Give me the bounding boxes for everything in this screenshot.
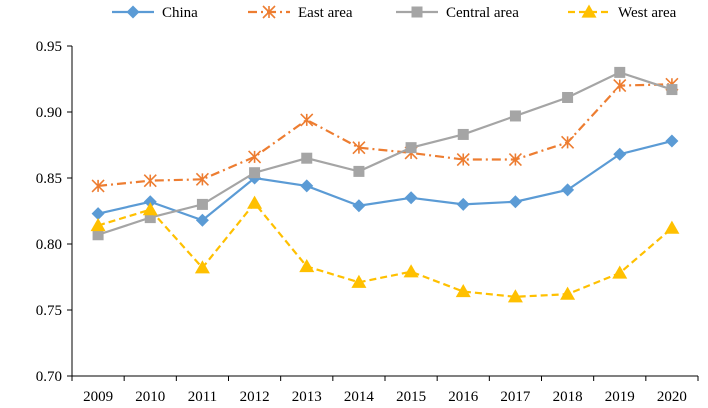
data-point (90, 218, 106, 232)
data-point (249, 167, 261, 179)
x-tick-label: 2017 (500, 389, 531, 405)
data-point (405, 142, 417, 154)
x-tick-label: 2018 (553, 389, 583, 405)
data-point (300, 113, 314, 127)
data-point (456, 152, 470, 167)
data-point (247, 195, 263, 209)
series-line (97, 71, 673, 236)
data-point (560, 286, 576, 300)
data-point (614, 66, 626, 78)
data-point (352, 199, 366, 213)
data-point (456, 197, 470, 211)
legend-label: China (162, 5, 198, 21)
data-point (196, 198, 208, 210)
data-point (561, 135, 575, 149)
data-point (612, 265, 628, 279)
data-point (613, 79, 627, 93)
y-axis-ticks: 0.70 0.75 0.80 0.85 0.90 0.95 (36, 39, 72, 385)
data-point (144, 212, 156, 224)
y-tick-label: 0.90 (36, 105, 62, 121)
x-tick-label: 2010 (135, 389, 165, 405)
data-point (353, 165, 365, 177)
legend-label: West area (618, 5, 677, 21)
legend-item: West area (568, 4, 677, 21)
axes (71, 46, 698, 377)
legend-marker (411, 6, 423, 18)
data-point (455, 284, 471, 298)
x-tick-label: 2019 (605, 389, 635, 405)
x-tick-label: 2011 (188, 389, 217, 405)
data-point (507, 289, 523, 303)
x-tick-label: 2020 (657, 389, 687, 405)
data-point (404, 191, 418, 205)
data-point (613, 147, 627, 161)
data-point (509, 110, 521, 122)
x-tick-label: 2012 (240, 389, 270, 405)
data-point (194, 260, 210, 274)
data-point (299, 258, 315, 273)
data-point (195, 213, 209, 227)
legend-item: Central area (396, 5, 519, 21)
data-point (91, 179, 105, 193)
y-tick-label: 0.95 (36, 39, 62, 55)
series-line (97, 83, 672, 188)
series-layer (90, 66, 680, 303)
data-point (195, 172, 209, 186)
data-point (352, 141, 366, 155)
data-point (248, 150, 262, 164)
legend-marker (126, 5, 140, 19)
legend-marker (262, 5, 276, 19)
series-central-area (92, 66, 678, 241)
data-point (665, 134, 679, 148)
x-tick-label: 2009 (83, 389, 113, 405)
series-china (91, 134, 679, 227)
data-point (403, 264, 419, 278)
legend-item: East area (248, 5, 353, 21)
legend-label: East area (298, 5, 353, 21)
y-tick-label: 0.85 (36, 171, 62, 187)
x-tick-label: 2016 (448, 389, 479, 405)
series-line (97, 139, 673, 222)
data-point (142, 202, 158, 216)
data-point (143, 195, 157, 209)
x-axis-ticks: 2009 2010 2011 2012 2013 2014 2015 2016 2017 2018… (71, 376, 699, 405)
x-tick-label: 2013 (292, 389, 322, 405)
data-point (91, 207, 105, 221)
data-point (143, 174, 157, 188)
data-point (351, 274, 367, 288)
legend-label: Central area (446, 5, 519, 21)
series-west-area (90, 195, 680, 303)
series-line (97, 201, 673, 298)
data-point (508, 195, 522, 209)
y-tick-label: 0.80 (36, 237, 62, 253)
x-tick-label: 2014 (344, 389, 375, 405)
data-point (508, 152, 522, 167)
y-tick-label: 0.75 (36, 303, 62, 319)
y-tick-label: 0.70 (36, 369, 62, 385)
data-point (562, 91, 574, 103)
data-point (301, 152, 313, 164)
data-point (561, 183, 575, 197)
data-point (457, 128, 469, 140)
legend: China East area Central area West area (112, 4, 677, 21)
data-point (92, 229, 104, 241)
x-tick-label: 2015 (396, 389, 426, 405)
data-point (300, 179, 314, 193)
legend-item: China (112, 5, 198, 21)
data-point (666, 84, 678, 96)
data-point (664, 220, 680, 234)
legend-marker (581, 4, 597, 18)
